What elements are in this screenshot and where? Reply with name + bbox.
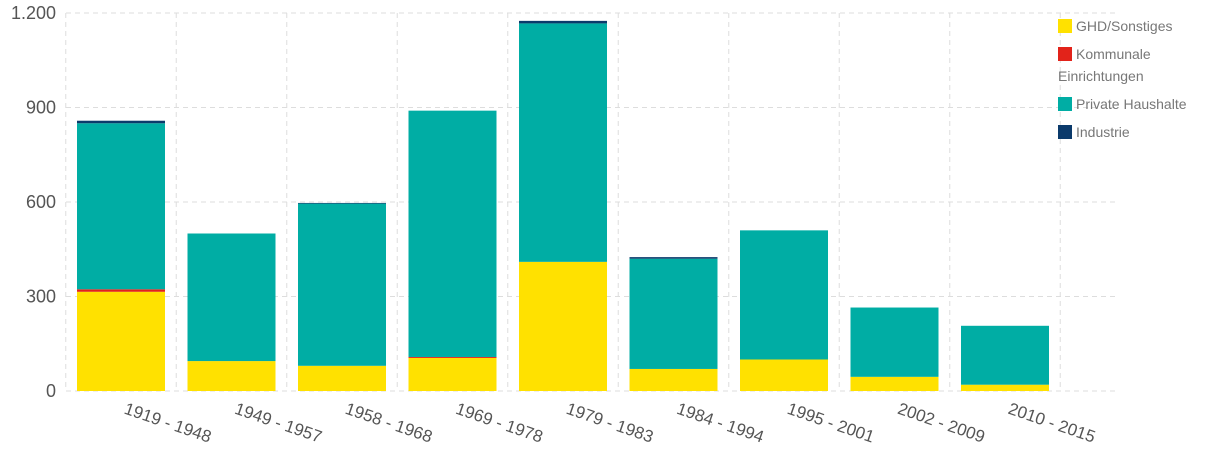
y-axis: 0 300 600 900 1.200 [11,3,56,401]
x-tick-label: 1958 - 1968 [343,399,435,447]
legend-item-kommunale-cont: Einrichtungen [1058,66,1208,86]
bar-segment-2-6[interactable] [740,230,828,360]
legend-label-einrichtungen: Einrichtungen [1058,68,1144,84]
x-tick-label: 2010 - 2015 [1006,399,1098,447]
bar-segment-0-3[interactable] [408,357,497,391]
bar-segment-3-2[interactable] [298,202,386,204]
legend-label-ghd: GHD/Sonstiges [1076,18,1173,34]
y-tick-label: 900 [26,98,56,118]
legend-label-industrie: Industrie [1076,124,1130,140]
legend-swatch-private [1058,97,1072,111]
bar-segment-0-1[interactable] [187,361,276,391]
y-tick-label: 600 [26,192,56,212]
legend-item-industrie[interactable]: Industrie [1058,122,1208,142]
legend-item-kommunale[interactable]: Kommunale [1058,44,1208,64]
bar-segment-2-3[interactable] [408,110,497,357]
bar-segment-0-0[interactable] [77,291,165,391]
bars [77,20,1049,392]
legend-label-private: Private Haushalte [1076,96,1187,112]
x-tick-label: 1979 - 1983 [564,399,656,447]
bar-segment-1-0[interactable] [77,289,165,292]
bar-segment-1-3[interactable] [408,356,497,358]
bar-segment-2-7[interactable] [850,307,939,377]
legend-swatch-industrie [1058,125,1072,139]
legend: GHD/Sonstiges Kommunale Einrichtungen Pr… [1058,16,1208,150]
x-tick-label: 1949 - 1957 [232,399,324,447]
bar-segment-3-4[interactable] [519,20,607,24]
bar-segment-2-2[interactable] [298,203,386,366]
bar-segment-0-6[interactable] [740,359,828,392]
bar-segment-3-5[interactable] [629,257,718,259]
bar-segment-2-0[interactable] [77,123,165,290]
bar-segment-0-4[interactable] [519,261,607,391]
x-axis: 1919 - 1948 1949 - 1957 1958 - 1968 1969 - … [122,399,1098,447]
y-tick-label: 0 [46,381,56,401]
bar-segment-0-8[interactable] [961,384,1049,391]
bar-segment-2-5[interactable] [629,258,718,369]
bar-segment-3-0[interactable] [77,120,165,124]
bar-segment-2-1[interactable] [187,233,276,362]
bar-segment-0-2[interactable] [298,365,386,391]
x-tick-label: 1919 - 1948 [122,399,214,447]
y-tick-label: 300 [26,287,56,307]
bar-segment-2-8[interactable] [961,325,1049,385]
legend-item-private[interactable]: Private Haushalte [1058,94,1208,114]
x-tick-label: 2002 - 2009 [895,399,987,447]
x-tick-label: 1969 - 1978 [453,399,545,447]
bar-segment-2-4[interactable] [519,23,607,262]
legend-swatch-kommunale [1058,47,1072,61]
x-tick-label: 1984 - 1994 [674,399,766,447]
y-tick-label: 1.200 [11,3,56,23]
legend-label-kommunale: Kommunale [1076,46,1151,62]
bar-segment-0-7[interactable] [850,376,939,391]
legend-swatch-ghd [1058,19,1072,33]
x-tick-label: 1995 - 2001 [785,399,877,447]
legend-item-ghd[interactable]: GHD/Sonstiges [1058,16,1208,36]
bar-segment-0-5[interactable] [629,368,718,391]
